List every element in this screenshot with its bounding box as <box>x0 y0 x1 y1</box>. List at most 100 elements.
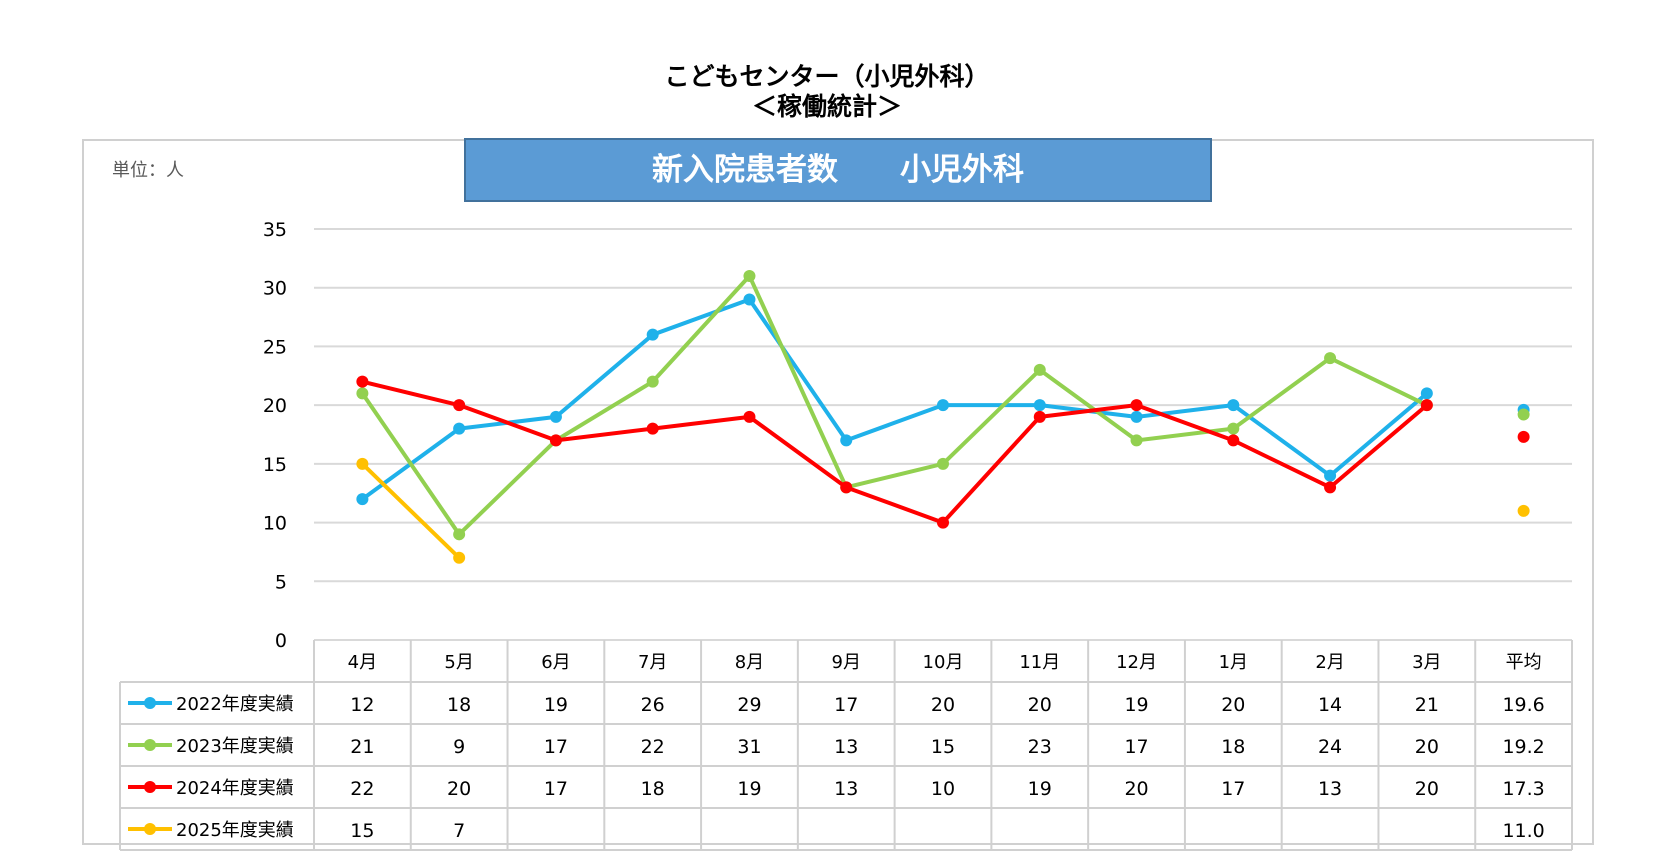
data-point <box>743 410 756 423</box>
series-line-segment <box>1037 403 1139 419</box>
table-cell: 18 <box>447 694 471 716</box>
legend-label: 2025年度実績 <box>176 820 294 841</box>
series-line-segment <box>457 403 558 443</box>
y-tick-label: 20 <box>263 395 287 417</box>
table-cell: 17 <box>544 736 568 758</box>
average-header: 平均 <box>1506 652 1542 673</box>
x-tick-label: 4月 <box>348 652 377 673</box>
data-point <box>549 434 562 447</box>
data-point <box>1130 434 1143 447</box>
series-line-segment <box>747 273 849 490</box>
y-tick-label: 10 <box>263 513 287 535</box>
series-line-segment <box>1328 356 1429 408</box>
y-tick-label: 25 <box>263 336 287 358</box>
series-line-segment <box>1328 391 1429 478</box>
data-point <box>937 457 949 470</box>
x-tick-label: 8月 <box>735 652 764 673</box>
table-cell: 17 <box>544 778 568 800</box>
data-point <box>1130 410 1143 423</box>
table-cell: 21 <box>1415 694 1439 716</box>
data-point <box>1227 399 1240 412</box>
table-cell: 19 <box>737 778 761 800</box>
table-cell: 15 <box>350 820 374 842</box>
table-cell-average: 11.0 <box>1502 820 1544 842</box>
page-title-line1: こどもセンター（小児外科） <box>664 62 990 91</box>
average-point <box>1517 504 1530 517</box>
table-cell: 24 <box>1318 736 1342 758</box>
legend-swatch-marker <box>144 823 156 835</box>
table-cell: 12 <box>350 694 374 716</box>
table-cell-average: 19.6 <box>1502 694 1544 716</box>
data-point <box>646 328 659 341</box>
series-line-segment <box>747 297 849 443</box>
data-point <box>453 422 466 435</box>
x-tick-label: 2月 <box>1315 652 1344 673</box>
table-cell: 13 <box>834 736 858 758</box>
series-line-segment <box>1134 403 1236 419</box>
table-cell: 17 <box>834 694 858 716</box>
data-point <box>356 493 369 506</box>
data-point <box>453 399 466 412</box>
table-cell: 26 <box>641 694 665 716</box>
table-cell: 7 <box>453 820 465 842</box>
series-line-segment <box>1231 438 1333 490</box>
table-cell: 22 <box>641 736 665 758</box>
series-line-segment <box>650 414 752 431</box>
data-point <box>356 375 369 388</box>
data-point <box>1324 481 1337 494</box>
series-line-segment <box>844 403 945 443</box>
series-line-segment <box>650 297 752 337</box>
unit-label: 単位：人 <box>112 160 184 181</box>
y-tick-label: 30 <box>263 278 287 300</box>
data-point <box>1420 387 1433 400</box>
series-line-segment <box>844 485 945 525</box>
data-point <box>646 422 659 435</box>
table-cell: 20 <box>1415 736 1439 758</box>
table-cell: 20 <box>1415 778 1439 800</box>
x-tick-label: 5月 <box>444 652 473 673</box>
table-cell: 29 <box>737 694 761 716</box>
average-point <box>1517 430 1530 443</box>
data-point <box>646 375 659 388</box>
table-cell: 14 <box>1318 694 1342 716</box>
series-line-segment <box>650 273 752 384</box>
series-line-segment <box>941 414 1042 525</box>
x-tick-label: 7月 <box>638 652 667 673</box>
data-point <box>356 387 369 400</box>
table-cell: 20 <box>1124 778 1148 800</box>
table-cell: 19 <box>1124 694 1148 716</box>
table-cell: 20 <box>447 778 471 800</box>
data-point <box>743 293 756 306</box>
data-point <box>356 457 369 470</box>
data-point <box>1324 352 1337 365</box>
table-cell: 22 <box>350 778 374 800</box>
table-cell: 13 <box>1318 778 1342 800</box>
y-tick-label: 5 <box>275 571 287 593</box>
table-cell: 20 <box>1221 694 1245 716</box>
series-line-segment <box>457 438 558 537</box>
series-line-segment <box>1134 426 1236 443</box>
series-line-segment <box>1328 403 1429 490</box>
table-cell: 9 <box>453 736 465 758</box>
x-tick-label: 11月 <box>1019 652 1060 673</box>
table-cell: 31 <box>737 736 761 758</box>
series-line-segment <box>553 332 655 419</box>
data-point <box>1227 422 1240 435</box>
y-tick-label: 15 <box>263 454 287 476</box>
series-line-segment <box>360 461 462 560</box>
table-cell: 18 <box>641 778 665 800</box>
series-line-segment <box>1231 356 1333 431</box>
legend-label: 2022年度実績 <box>176 694 294 715</box>
series-line-segment <box>553 379 655 443</box>
x-tick-label: 10月 <box>923 652 964 673</box>
x-tick-label: 12月 <box>1116 652 1157 673</box>
chart-title-banner: 新入院患者数 小児外科 <box>464 138 1212 202</box>
table-cell: 20 <box>931 694 955 716</box>
table-cell: 17 <box>1124 736 1148 758</box>
x-tick-label: 1月 <box>1219 652 1248 673</box>
table-cell: 17 <box>1221 778 1245 800</box>
series-line-segment <box>844 461 945 490</box>
table-cell-average: 17.3 <box>1502 778 1544 800</box>
legend-label: 2024年度実績 <box>176 778 294 799</box>
y-tick-label: 35 <box>263 219 287 241</box>
